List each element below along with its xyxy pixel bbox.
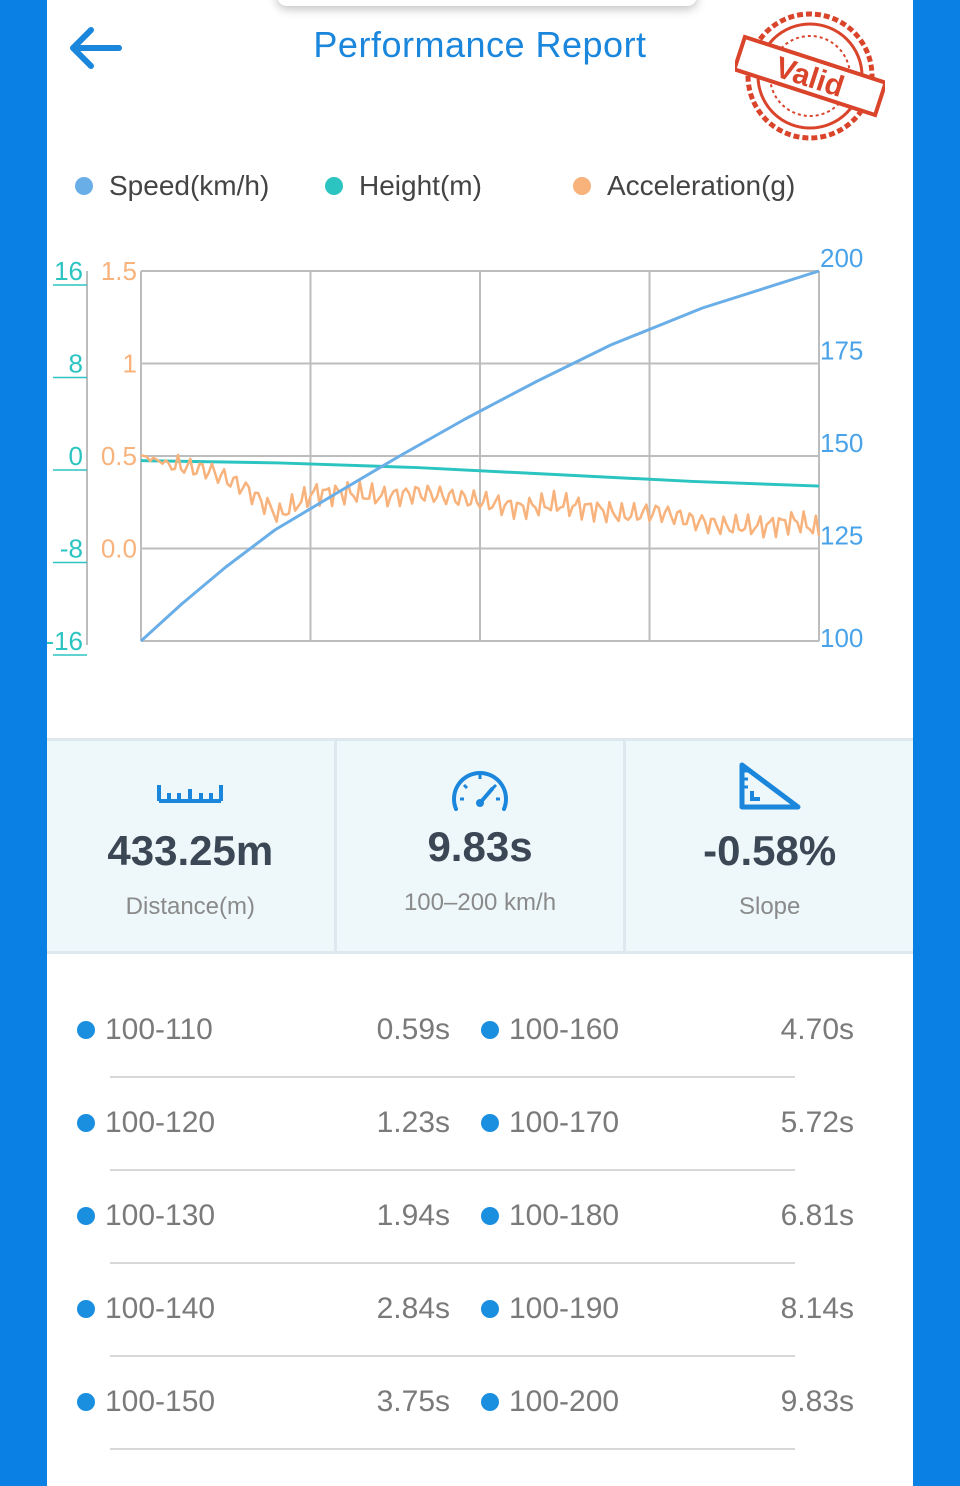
row-divider bbox=[110, 1262, 795, 1264]
height-series-line bbox=[140, 459, 820, 488]
split-range-right-label: 100-180 bbox=[509, 1199, 620, 1232]
stats-panel: 433.25m Distance(m) 9.83s 100–200 km/h bbox=[47, 738, 913, 954]
legend-dot-height bbox=[325, 177, 343, 195]
legend-label-acceleration: Acceleration(g) bbox=[607, 170, 796, 201]
split-range-right: 100-200 bbox=[481, 1385, 619, 1419]
split-range-right-label: 100-200 bbox=[509, 1385, 620, 1418]
split-time-right: 5.72s bbox=[780, 1106, 854, 1139]
arrow-left-icon bbox=[70, 27, 122, 69]
row-divider bbox=[110, 1076, 795, 1078]
split-time-left: 1.94s bbox=[376, 1199, 450, 1232]
legend-dot-acceleration bbox=[573, 177, 591, 195]
table-row: 100-120 1.23s 100-170 5.72s bbox=[47, 1078, 913, 1171]
speed-tick-label: 200 bbox=[820, 243, 863, 273]
split-range-left: 100-140 bbox=[77, 1292, 215, 1326]
height-tick-label: 16 bbox=[54, 256, 83, 286]
split-times-list: 100-110 0.59s 100-160 4.70s 100-120 1.23s 100-… bbox=[47, 985, 913, 1450]
split-dot bbox=[481, 1300, 499, 1318]
table-row: 100-110 0.59s 100-160 4.70s bbox=[47, 985, 913, 1078]
performance-chart: 16 8 0 -8 -16 1.5 1 0.5 0.0 200 175 150 125 100 bbox=[47, 243, 863, 656]
accel-tick-label: 1.5 bbox=[101, 256, 137, 286]
split-range-left-label: 100-110 bbox=[105, 1013, 213, 1046]
legend-dot-speed bbox=[75, 177, 93, 195]
split-range-left: 100-150 bbox=[77, 1385, 215, 1419]
split-dot bbox=[77, 1021, 95, 1039]
split-range-left: 100-110 bbox=[77, 1013, 213, 1047]
accel-tick-label: 0.5 bbox=[101, 441, 137, 471]
legend-label-speed: Speed(km/h) bbox=[109, 170, 270, 201]
accel-tick-label: 1 bbox=[123, 349, 137, 379]
split-range-left-label: 100-140 bbox=[105, 1292, 216, 1325]
table-row: 100-150 3.75s 100-200 9.83s bbox=[47, 1357, 913, 1450]
split-dot bbox=[481, 1207, 499, 1225]
height-tick-label: 0 bbox=[69, 441, 83, 471]
table-row: 100-140 2.84s 100-190 8.14s bbox=[47, 1264, 913, 1357]
split-dot bbox=[481, 1114, 499, 1132]
row-divider bbox=[110, 1355, 795, 1357]
stat-slope-value: -0.58% bbox=[703, 827, 837, 874]
split-range-right-label: 100-170 bbox=[509, 1106, 620, 1139]
split-dot bbox=[481, 1393, 499, 1411]
speed-series-line bbox=[139, 269, 820, 643]
split-time-right: 8.14s bbox=[780, 1292, 854, 1325]
split-range-right: 100-170 bbox=[481, 1106, 619, 1140]
stat-time: 9.83s 100–200 km/h bbox=[333, 741, 624, 951]
stat-time-value: 9.83s bbox=[427, 823, 533, 870]
row-divider bbox=[110, 1169, 795, 1171]
stat-time-label: 100–200 km/h bbox=[403, 889, 557, 916]
stat-slope-label: Slope bbox=[738, 893, 801, 920]
page-title: Performance Report bbox=[313, 24, 647, 65]
accel-tick-label: 0.0 bbox=[101, 534, 137, 564]
split-dot bbox=[77, 1207, 95, 1225]
stat-distance-value: 433.25m bbox=[107, 827, 274, 874]
report-page: Performance Report Valid Speed(km/h) Hei… bbox=[47, 0, 913, 1486]
table-row: 100-130 1.94s 100-180 6.81s bbox=[47, 1171, 913, 1264]
speed-tick-label: 150 bbox=[820, 428, 863, 458]
legend-item-height[interactable]: Height(m) bbox=[325, 170, 482, 202]
valid-stamp-icon: Valid bbox=[731, 4, 889, 144]
split-range-right: 100-180 bbox=[481, 1199, 619, 1233]
split-time-right: 6.81s bbox=[780, 1199, 854, 1232]
back-button[interactable] bbox=[59, 20, 129, 76]
split-time-left: 1.23s bbox=[376, 1106, 450, 1139]
stat-distance: 433.25m Distance(m) bbox=[47, 741, 334, 951]
height-tick-label: -16 bbox=[47, 626, 83, 656]
split-time-right: 4.70s bbox=[780, 1013, 854, 1046]
split-range-right-label: 100-160 bbox=[509, 1013, 620, 1046]
top-sheet-edge bbox=[277, 0, 697, 6]
legend-item-acceleration[interactable]: Acceleration(g) bbox=[573, 170, 795, 202]
split-range-left-label: 100-150 bbox=[105, 1385, 216, 1418]
split-dot bbox=[77, 1300, 95, 1318]
height-tick-label: 8 bbox=[69, 349, 83, 379]
split-time-left: 0.59s bbox=[376, 1013, 450, 1046]
split-range-left-label: 100-120 bbox=[105, 1106, 216, 1139]
split-time-right: 9.83s bbox=[780, 1385, 854, 1418]
split-range-left: 100-120 bbox=[77, 1106, 215, 1140]
split-dot bbox=[481, 1021, 499, 1039]
split-range-left-label: 100-130 bbox=[105, 1199, 216, 1232]
split-range-right: 100-160 bbox=[481, 1013, 619, 1047]
speed-tick-label: 175 bbox=[820, 336, 863, 366]
row-divider bbox=[110, 1448, 795, 1450]
split-range-right-label: 100-190 bbox=[509, 1292, 620, 1325]
slope-icon bbox=[739, 762, 801, 810]
chart-legend: Speed(km/h) Height(m) Acceleration(g) bbox=[47, 170, 913, 214]
speed-tick-label: 100 bbox=[820, 623, 863, 653]
stat-slope: -0.58% Slope bbox=[623, 741, 913, 951]
legend-item-speed[interactable]: Speed(km/h) bbox=[75, 170, 269, 202]
height-tick-label: -8 bbox=[60, 534, 83, 564]
stat-distance-label: Distance(m) bbox=[125, 893, 256, 920]
split-time-left: 3.75s bbox=[376, 1385, 450, 1418]
legend-label-height: Height(m) bbox=[359, 170, 482, 201]
speedometer-icon bbox=[452, 771, 508, 811]
split-dot bbox=[77, 1393, 95, 1411]
ruler-icon bbox=[157, 785, 224, 803]
acceleration-series-line bbox=[140, 453, 821, 539]
speed-tick-label: 125 bbox=[820, 521, 863, 551]
split-time-left: 2.84s bbox=[376, 1292, 450, 1325]
split-range-left: 100-130 bbox=[77, 1199, 215, 1233]
split-dot bbox=[77, 1114, 95, 1132]
split-range-right: 100-190 bbox=[481, 1292, 619, 1326]
